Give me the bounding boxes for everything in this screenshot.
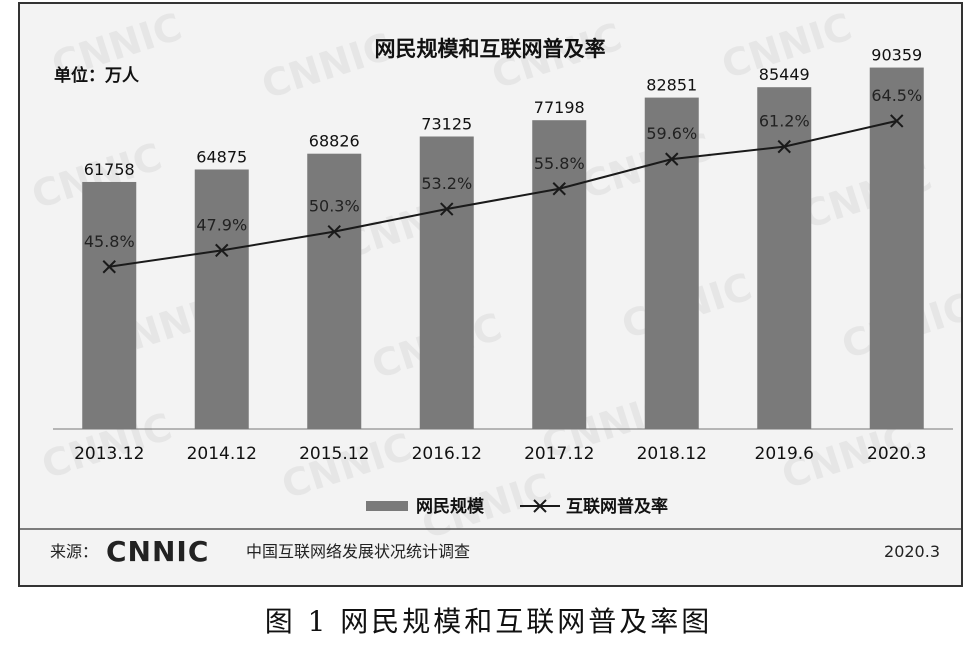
legend-bar-label: 网民规模	[416, 496, 485, 517]
legend-bar-swatch	[366, 501, 408, 511]
rate-marker	[327, 224, 341, 239]
bar-value-label: 82851	[646, 76, 697, 95]
rate-line	[109, 119, 897, 268]
legend-line-marker	[533, 499, 547, 513]
x-tick-label: 2013.12	[74, 444, 144, 464]
bar-2015.12	[307, 153, 362, 430]
rate-marker	[440, 202, 454, 216]
chart-frame: CNNIC CNNIC CNNIC CNNIC CNNIC CNNIC CNNIC CNNIC…	[18, 2, 963, 587]
bar-2020.3	[869, 67, 924, 429]
rate-label: 61.2%	[759, 112, 810, 131]
bar-value-label: 73125	[421, 115, 472, 134]
rate-label: 47.9%	[196, 215, 247, 234]
rate-marker	[777, 139, 791, 154]
x-tick-label: 2018.12	[637, 444, 707, 464]
source-label: 来源：	[50, 542, 98, 561]
rate-marker	[215, 243, 229, 258]
bar-value-label: 61758	[84, 160, 135, 179]
unit-label: 单位：万人	[54, 65, 140, 86]
x-tick-label: 2014.12	[187, 444, 257, 464]
rate-label: 55.8%	[534, 154, 585, 173]
source-org-name: 中国互联网络发展状况统计调查	[246, 542, 470, 561]
bar-2013.12	[82, 181, 137, 429]
rate-label: 64.5%	[871, 86, 922, 105]
bar-value-label: 90359	[871, 46, 922, 65]
bar-2016.12	[419, 136, 474, 429]
rate-marker	[102, 260, 116, 274]
x-tick-label: 2019.6	[755, 444, 814, 464]
x-tick-label: 2016.12	[412, 444, 482, 464]
bar-value-label: 85449	[759, 65, 810, 84]
rate-label: 50.3%	[309, 197, 360, 216]
bar-value-label: 68826	[309, 132, 360, 151]
rate-marker	[890, 114, 904, 128]
bar-value-label: 64875	[196, 148, 247, 167]
x-tick-label: 2017.12	[524, 444, 594, 464]
rate-marker	[552, 182, 566, 196]
bar-2017.12	[532, 120, 587, 429]
source-date: 2020.3	[884, 542, 940, 561]
figure-caption: 图 1 网民规模和互联网普及率图	[264, 605, 713, 638]
bar-2019.6	[757, 87, 812, 429]
x-tick-label: 2015.12	[299, 444, 369, 464]
bar-2014.12	[194, 169, 249, 429]
rate-label: 45.8%	[84, 232, 135, 251]
x-tick-label: 2020.3	[867, 444, 926, 464]
rate-marker	[665, 152, 679, 166]
bar-value-label: 77198	[534, 98, 585, 117]
bar-2018.12	[644, 97, 699, 429]
cnnic-logo: CNNIC	[106, 535, 209, 568]
chart-title: 网民规模和互联网普及率	[375, 37, 606, 61]
rate-label: 59.6%	[646, 124, 697, 143]
rate-label: 53.2%	[421, 174, 472, 193]
legend-line-label: 互联网普及率	[566, 496, 668, 517]
